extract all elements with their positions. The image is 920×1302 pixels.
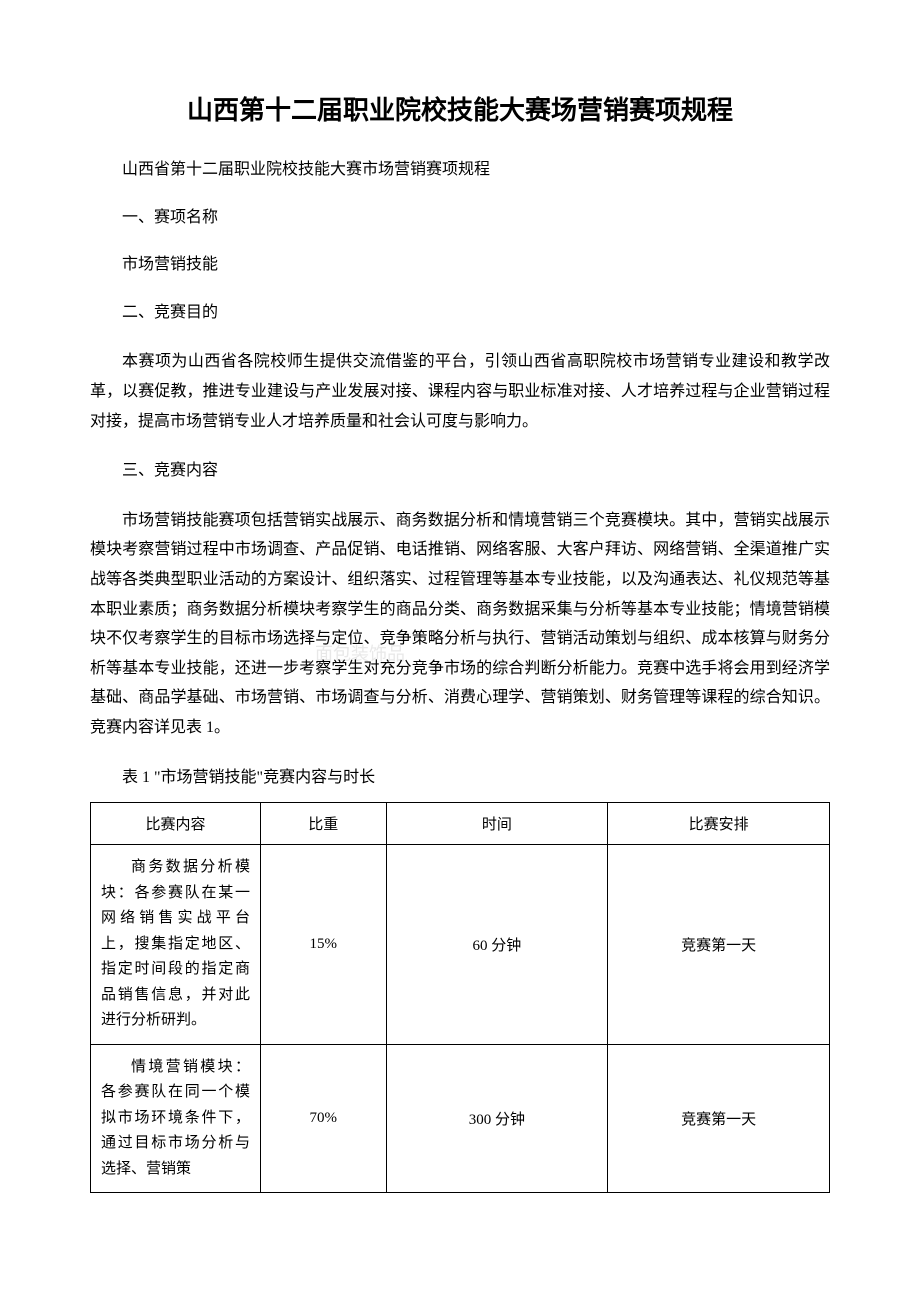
- table-header-row: 比赛内容 比重 时间 比赛安排: [91, 803, 830, 845]
- table-header-weight: 比重: [260, 803, 386, 845]
- table-cell-schedule: 竞赛第一天: [608, 1044, 830, 1193]
- section-3-paragraph: 市场营销技能赛项包括营销实战展示、商务数据分析和情境营销三个竞赛模块。其中，营销…: [90, 506, 830, 743]
- table-row: 情境营销模块：各参赛队在同一个模拟市场环境条件下，通过目标市场分析与选择、营销策…: [91, 1044, 830, 1193]
- table-cell-content: 商务数据分析模块：各参赛队在某一网络销售实战平台上，搜集指定地区、指定时间段的指…: [91, 845, 261, 1045]
- table-header-schedule: 比赛安排: [608, 803, 830, 845]
- document-subtitle: 山西省第十二届职业院校技能大赛市场营销赛项规程: [90, 157, 830, 183]
- section-1-content: 市场营销技能: [90, 252, 830, 278]
- table-cell-weight: 15%: [260, 845, 386, 1045]
- table-cell-schedule: 竞赛第一天: [608, 845, 830, 1045]
- competition-table: 比赛内容 比重 时间 比赛安排 商务数据分析模块：各参赛队在某一网络销售实战平台…: [90, 802, 830, 1193]
- document-title: 山西第十二届职业院校技能大赛场营销赛项规程: [90, 90, 830, 127]
- section-3-heading: 三、竞赛内容: [90, 458, 830, 484]
- table-header-time: 时间: [386, 803, 608, 845]
- section-2-paragraph: 本赛项为山西省各院校师生提供交流借鉴的平台，引领山西省高职院校市场营销专业建设和…: [90, 347, 830, 436]
- section-2-heading: 二、竞赛目的: [90, 300, 830, 326]
- table-cell-time: 60 分钟: [386, 845, 608, 1045]
- table-header-content: 比赛内容: [91, 803, 261, 845]
- table-cell-content: 情境营销模块：各参赛队在同一个模拟市场环境条件下，通过目标市场分析与选择、营销策: [91, 1044, 261, 1193]
- table-caption: 表 1 "市场营销技能"竞赛内容与时长: [90, 765, 830, 791]
- table-cell-weight: 70%: [260, 1044, 386, 1193]
- table-cell-time: 300 分钟: [386, 1044, 608, 1193]
- table-row: 商务数据分析模块：各参赛队在某一网络销售实战平台上，搜集指定地区、指定时间段的指…: [91, 845, 830, 1045]
- section-1-heading: 一、赛项名称: [90, 205, 830, 231]
